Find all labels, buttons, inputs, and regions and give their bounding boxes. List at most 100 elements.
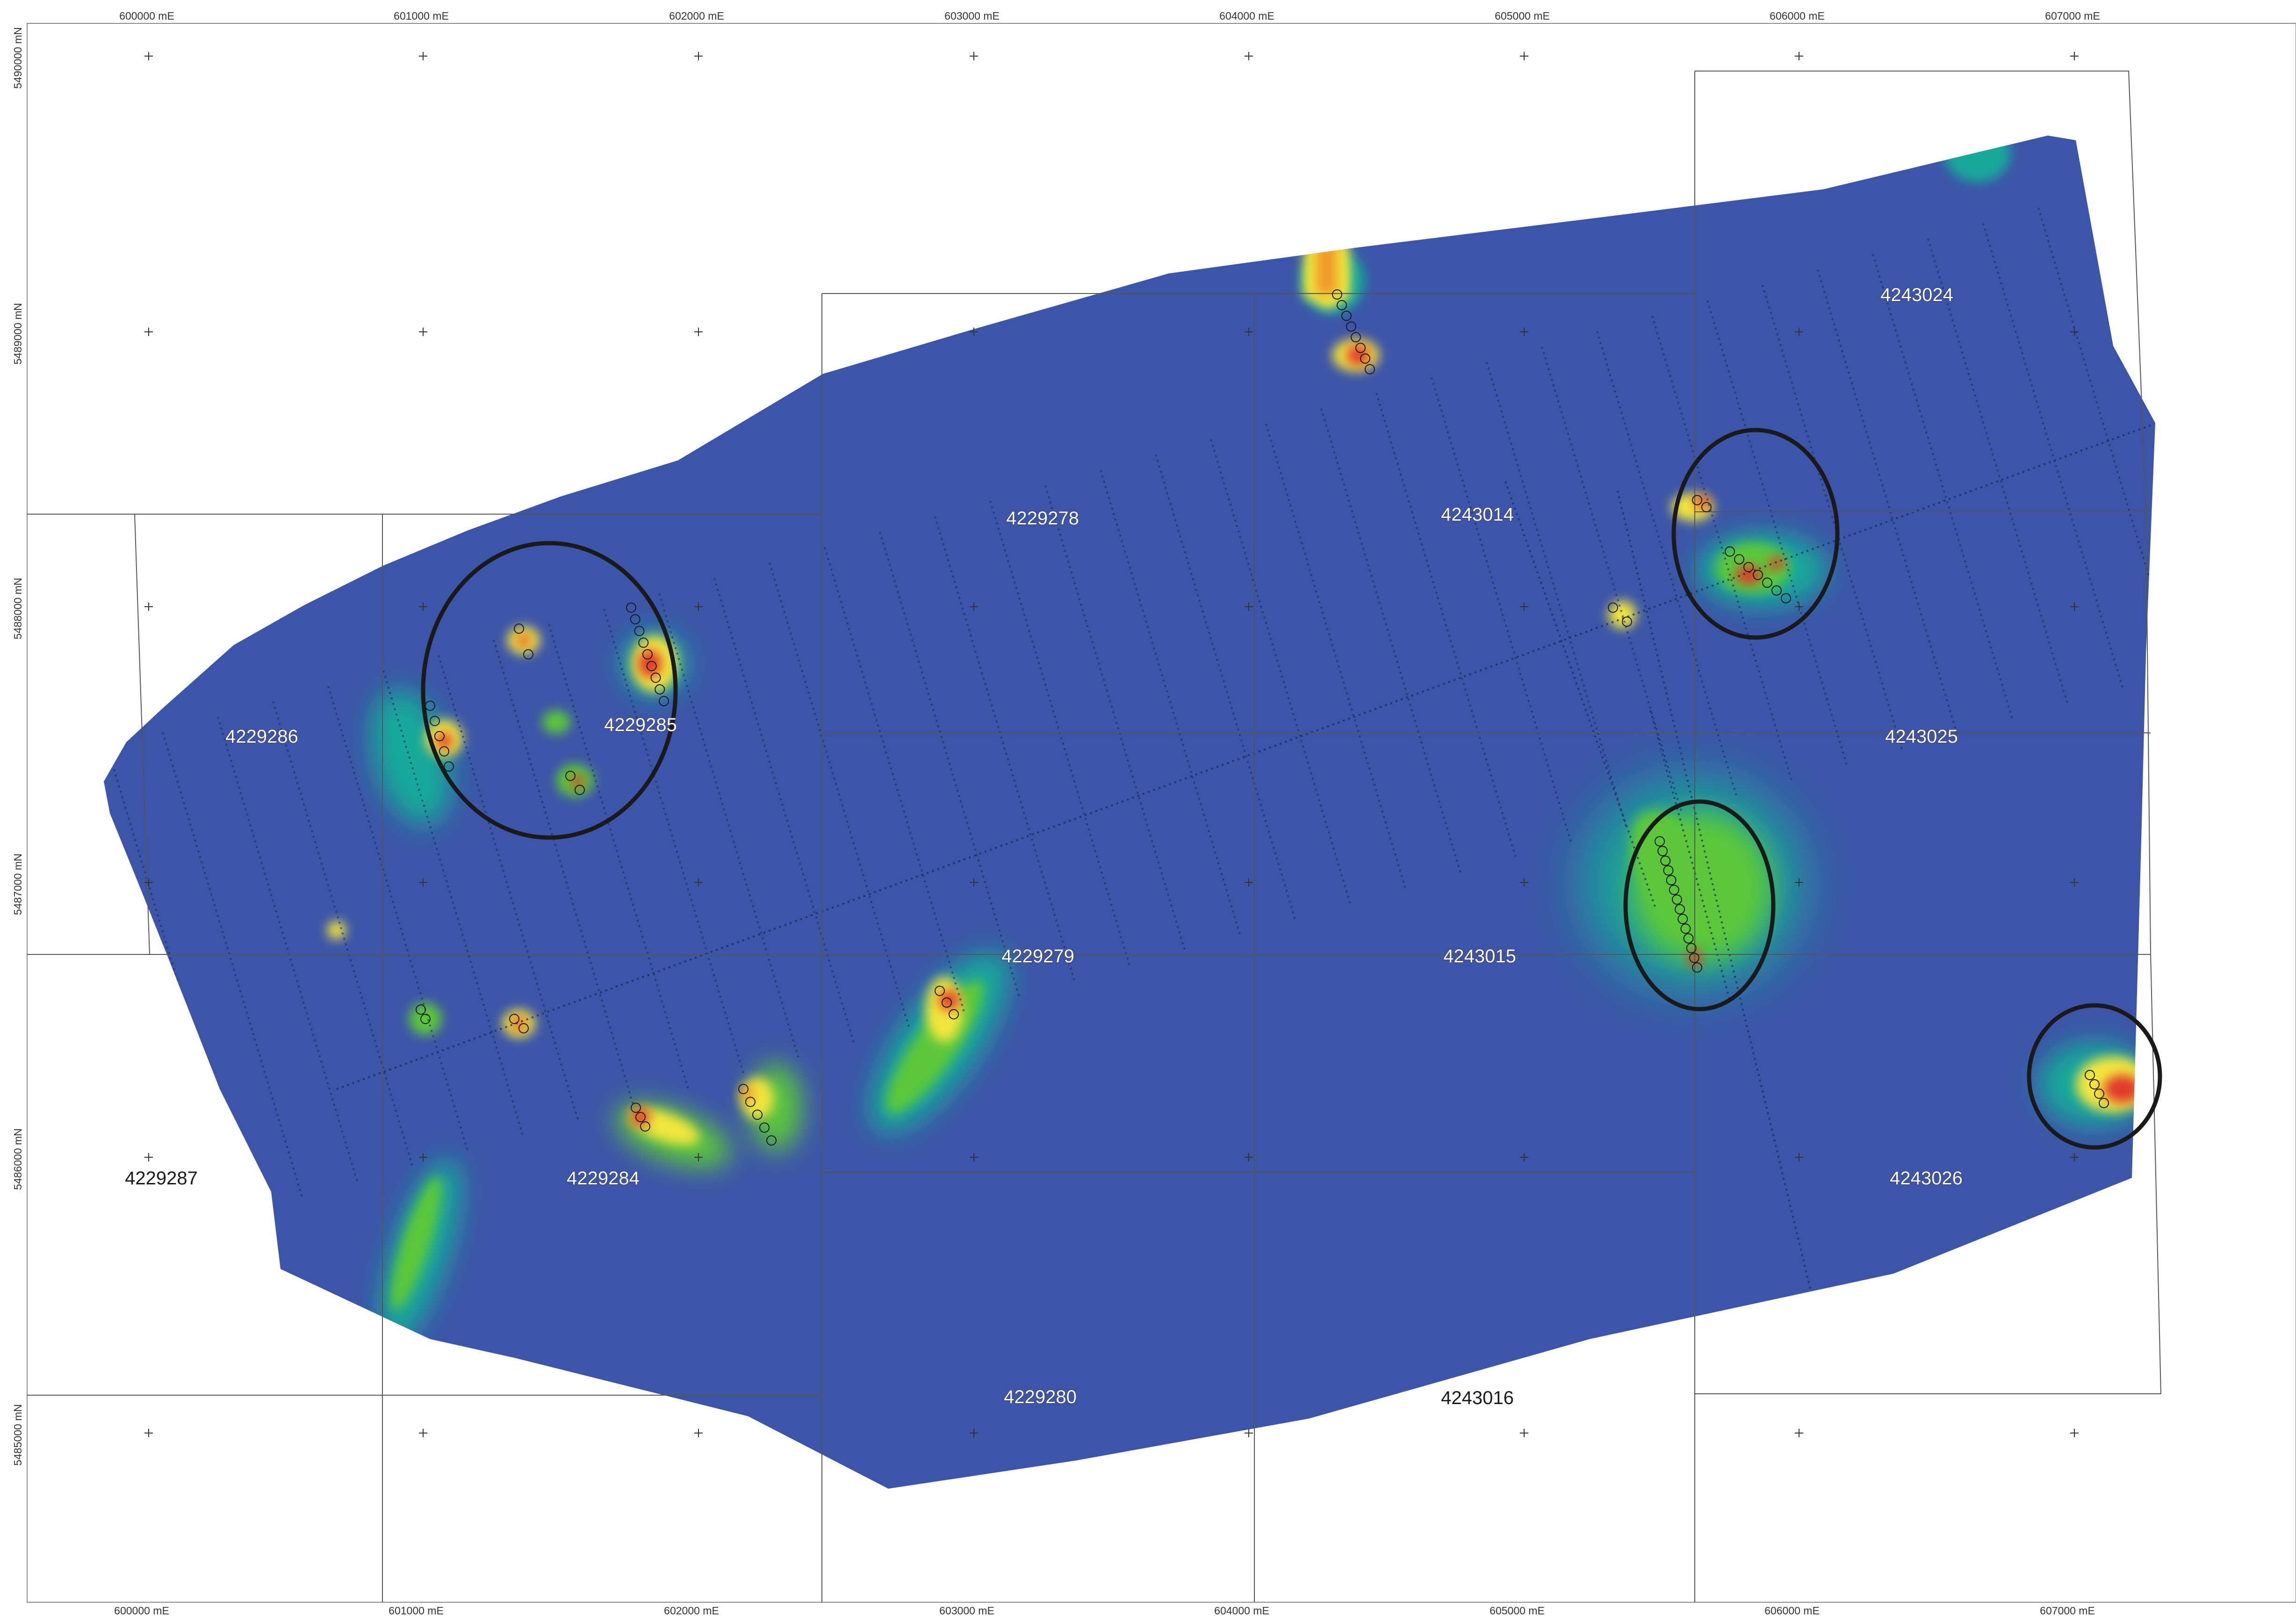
anomaly-peak — [2104, 1075, 2141, 1103]
anomaly-peak — [939, 990, 959, 1011]
interpreted-targets — [421, 428, 2162, 1150]
grid-cross — [1795, 1429, 1803, 1437]
claim-label: 4243024 — [1880, 285, 1953, 305]
claim-boundary — [134, 514, 150, 955]
station-marker — [1660, 855, 1671, 866]
claim-label: 4243015 — [1443, 946, 1516, 967]
station-marker — [509, 1014, 519, 1024]
target-circle — [1623, 799, 1776, 1011]
claim-label: 4243016 — [1441, 1388, 1514, 1408]
grid-cross — [144, 1429, 153, 1437]
station-marker — [1669, 884, 1679, 895]
station-marker — [523, 649, 533, 659]
northing-label: 5489000 mN — [12, 303, 24, 365]
station-marker — [1725, 546, 1735, 557]
station-marker — [630, 614, 641, 624]
claim-label: 4243014 — [1441, 504, 1514, 525]
anomaly-peak — [1346, 345, 1370, 366]
easting-label-bottom: 603000 mE — [939, 1605, 994, 1617]
anomaly-core — [1630, 810, 1727, 938]
station-marker — [1608, 602, 1618, 613]
station-marker — [1355, 343, 1366, 353]
station-marker — [420, 1014, 431, 1024]
station-marker — [1734, 554, 1744, 565]
station-marker — [1346, 321, 1356, 332]
grid-cross — [694, 878, 703, 887]
anomaly-core — [409, 1003, 442, 1035]
station-marker — [439, 746, 449, 757]
grid-cross — [1245, 1429, 1253, 1437]
flight-line — [2259, 146, 2296, 614]
grid-cross — [144, 602, 153, 611]
northing-label: 5485000 mN — [12, 1404, 24, 1466]
station-marker — [1341, 310, 1352, 321]
grid-cross — [2070, 1429, 2079, 1437]
grid-cross — [2070, 878, 2079, 887]
station-marker — [738, 1084, 749, 1094]
grid-cross — [694, 602, 703, 611]
station-marker — [2094, 1089, 2104, 1099]
grid-cross — [1245, 328, 1253, 336]
grid-cross — [1520, 1429, 1528, 1437]
station-marker — [745, 1097, 756, 1107]
grid-cross — [1795, 878, 1803, 887]
flight-line — [2148, 177, 2155, 645]
northing-label: 5490000 mN — [12, 27, 24, 89]
northing-label: 5486000 mN — [12, 1128, 24, 1190]
claim-labels: 4229286 4229285 4229278 4243014 4243024 42430… — [125, 284, 1963, 1408]
grid-cross — [419, 1429, 427, 1437]
anomaly-halo — [390, 1176, 442, 1310]
station-marker — [1762, 577, 1772, 588]
station-marker — [1677, 914, 1688, 925]
easting-label-bottom: 605000 mE — [1490, 1605, 1545, 1617]
station-marker — [1657, 846, 1668, 856]
grid-cross — [419, 1153, 427, 1161]
station-marker — [575, 785, 585, 795]
easting-label-top: 600000 mE — [119, 10, 174, 22]
grid-cross — [1795, 52, 1803, 60]
easting-label-top: 602000 mE — [669, 10, 724, 22]
station-marker — [1692, 962, 1702, 973]
station-marker — [650, 673, 661, 683]
grid-cross — [144, 1153, 153, 1161]
grid-cross — [970, 328, 978, 336]
easting-label-bottom: 606000 mE — [1764, 1605, 1820, 1617]
station-marker — [2099, 1098, 2109, 1108]
grid-cross — [2070, 602, 2079, 611]
target-circle — [421, 541, 678, 840]
grid-cross — [1245, 878, 1253, 887]
grid-crosses — [144, 52, 2079, 1437]
grid-cross — [419, 602, 427, 611]
station-marker — [444, 761, 454, 772]
easting-label-bottom: 607000 mE — [2040, 1605, 2095, 1617]
anomaly-peak — [517, 635, 530, 646]
grid-cross — [144, 328, 153, 336]
grid-cross — [1520, 1153, 1528, 1161]
grid-cross — [970, 602, 978, 611]
station-marker — [1332, 289, 1342, 300]
detection-stations — [416, 289, 2109, 1146]
grid-cross — [694, 328, 703, 336]
easting-label-top: 604000 mE — [1219, 10, 1274, 22]
anomaly-layer — [327, 136, 2151, 1347]
station-marker — [638, 638, 649, 648]
left-northing-labels: 5490000 mN 5489000 mN 5488000 mN 5487000 mN… — [12, 27, 24, 1466]
station-marker — [1680, 923, 1691, 934]
anomaly-core — [542, 710, 570, 734]
claim-label: 4229284 — [567, 1168, 640, 1189]
grid-cross — [1520, 52, 1528, 60]
easting-label-top: 601000 mE — [394, 10, 449, 22]
northing-label: 5488000 mN — [12, 578, 24, 639]
station-marker — [1692, 495, 1702, 505]
claim-label: 4229278 — [1006, 508, 1079, 529]
top-easting-labels: 600000 mE 601000 mE 602000 mE 603000 mE 6040… — [119, 10, 2100, 22]
station-marker — [1622, 616, 1632, 627]
station-marker — [416, 1004, 426, 1015]
station-marker — [518, 1023, 529, 1033]
claim-label: 4229286 — [225, 726, 298, 747]
claim-label: 4229287 — [125, 1168, 198, 1189]
grid-cross — [419, 328, 427, 336]
